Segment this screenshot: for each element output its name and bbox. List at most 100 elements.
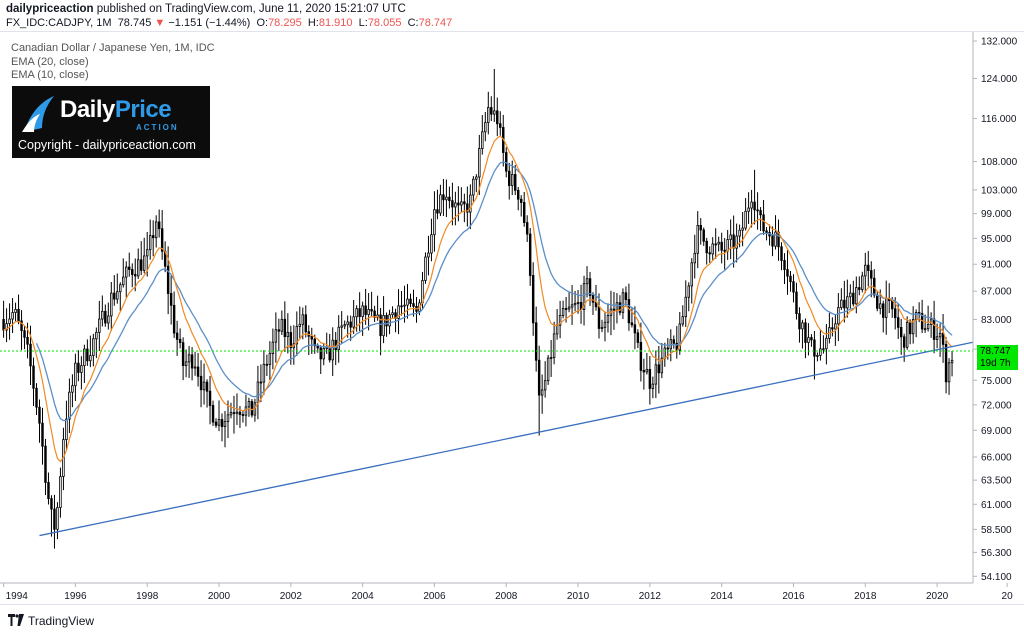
candle-body — [855, 287, 858, 305]
candle-body — [555, 324, 559, 335]
candle-body — [26, 336, 29, 345]
candle-body — [660, 357, 664, 374]
candle-body — [457, 202, 460, 206]
publish-info: dailypriceaction published on TradingVie… — [6, 3, 406, 15]
candle-body — [618, 302, 622, 313]
candle-body — [642, 370, 646, 373]
candle-body — [765, 230, 768, 233]
candle-body — [561, 308, 565, 316]
publish-text: published on TradingView.com, June 11, 2… — [93, 3, 406, 15]
candle-body — [202, 381, 206, 391]
candle-body — [822, 348, 825, 351]
time-tick-label: 2014 — [711, 591, 734, 602]
price-tick-label: 95.000 — [981, 234, 1012, 245]
symbol-label[interactable]: FX_IDC:CADJPY, 1M — [6, 17, 112, 29]
candle-body — [726, 239, 729, 252]
candle-body — [893, 308, 897, 319]
candle-body — [648, 368, 652, 389]
time-tick-label: 2004 — [352, 591, 375, 602]
candles-layer — [2, 68, 954, 549]
candle-body — [223, 421, 227, 428]
candle-body — [271, 341, 275, 354]
time-tick-label: 2000 — [208, 591, 231, 602]
candle-body — [65, 418, 68, 440]
candle-body — [137, 259, 140, 277]
candle-body — [436, 209, 439, 214]
candle-body — [484, 122, 487, 133]
candle-body — [110, 292, 113, 317]
candle-body — [882, 303, 885, 318]
chart-legend: Canadian Dollar / Japanese Yen, 1M, IDC … — [11, 42, 215, 83]
candle-body — [107, 315, 110, 324]
candle-body — [367, 309, 370, 316]
candle-body — [214, 421, 218, 426]
candle-body — [813, 339, 816, 357]
candle-body — [208, 390, 212, 406]
price-tick-label: 108.000 — [981, 157, 1018, 168]
candle-body — [175, 332, 179, 340]
candle-body — [864, 264, 867, 277]
candle-body — [735, 235, 738, 249]
candle-body — [391, 312, 394, 316]
candle-body — [636, 332, 640, 343]
legend-title[interactable]: Canadian Dollar / Japanese Yen, 1M, IDC — [11, 42, 215, 54]
candle-body — [247, 401, 251, 408]
candle-body — [496, 110, 499, 125]
time-tick-label: 2006 — [423, 591, 446, 602]
candle-body — [795, 291, 798, 315]
price-tick-label: 75.000 — [981, 376, 1012, 387]
change-arrow-icon: ▼ — [154, 17, 166, 29]
candle-body — [211, 405, 215, 423]
candle-body — [226, 414, 230, 422]
legend-ema20[interactable]: EMA (20, close) — [11, 55, 89, 68]
candle-body — [74, 362, 77, 387]
time-tick-label: 1996 — [64, 591, 87, 602]
price-tick-label: 87.000 — [981, 287, 1012, 298]
candle-body — [169, 293, 173, 306]
candle-body — [262, 363, 266, 383]
candle-body — [885, 298, 888, 318]
candle-body — [944, 343, 948, 383]
candle-body — [771, 235, 774, 247]
last-price-tag: 78.747 — [977, 344, 1018, 358]
candle-body — [322, 348, 325, 360]
candle-body — [690, 262, 693, 287]
candle-body — [349, 321, 352, 328]
candle-body — [460, 201, 463, 206]
candle-body — [508, 170, 511, 186]
candle-body — [142, 255, 146, 271]
candle-body — [298, 323, 302, 327]
price-tick-label: 61.000 — [981, 500, 1012, 511]
logo-copyright: Copyright - dailypriceaction.com — [18, 138, 196, 152]
candle-body — [56, 507, 59, 530]
candle-body — [44, 445, 47, 483]
candle-body — [475, 176, 478, 180]
price-chart[interactable]: 132.000 124.000 116.000 108.000 103.000 99.00… — [0, 0, 1024, 604]
tradingview-logo-icon — [8, 614, 24, 626]
candle-body — [131, 269, 134, 275]
last-price: 78.745 — [117, 17, 152, 29]
publisher-name[interactable]: dailypriceaction — [6, 3, 94, 15]
candle-body — [738, 229, 741, 237]
candle-body — [250, 401, 254, 416]
candle-body — [439, 194, 442, 214]
candle-body — [603, 321, 607, 328]
candle-body — [744, 210, 747, 229]
candle-body — [876, 294, 879, 309]
tradingview-brand[interactable]: TradingView — [28, 614, 95, 628]
candle-body — [448, 196, 451, 202]
trendline[interactable] — [39, 341, 974, 537]
time-axis[interactable]: 1994 1996 1998 2000 2002 2004 2006 2008 2010 2012… — [0, 582, 1013, 602]
candle-body — [427, 252, 430, 258]
candle-body — [487, 107, 490, 123]
price-axis[interactable]: 132.000 124.000 116.000 108.000 103.000 99.00… — [972, 32, 1018, 583]
candle-body — [633, 324, 637, 334]
candle-body — [181, 342, 185, 367]
price-tick-label: 72.000 — [981, 400, 1012, 411]
candle-body — [193, 366, 197, 369]
candle-body — [113, 292, 116, 300]
candle-body — [615, 302, 619, 310]
legend-ema10[interactable]: EMA (10, close) — [11, 69, 89, 81]
candle-body — [879, 303, 882, 309]
candle-body — [235, 411, 239, 414]
